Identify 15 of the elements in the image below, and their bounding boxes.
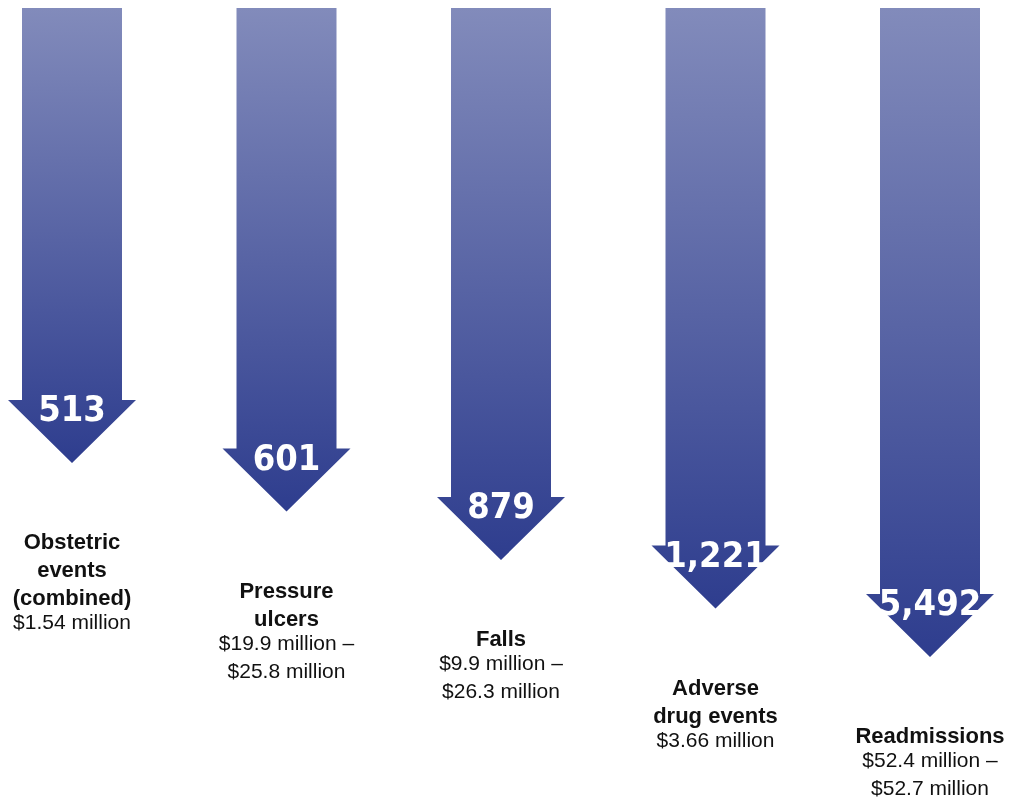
text: $3.66 million <box>656 727 775 751</box>
data-label: 601 <box>252 436 321 478</box>
data-label: 5,492 <box>878 582 982 624</box>
category-label: Obstetric events (combined) <box>12 529 132 610</box>
text: $1.54 million <box>13 610 131 633</box>
category-label: Falls <box>475 626 527 651</box>
data-label: 513 <box>38 388 106 430</box>
category-label: Readmissions <box>855 723 1005 748</box>
category-label: Pressure ulcers <box>239 577 334 631</box>
data-label: 1,221 <box>664 533 767 575</box>
category-label: Adverse drug events <box>653 674 778 728</box>
data-label: 879 <box>467 485 535 527</box>
text: $52.4 million – $52.7 million <box>862 748 999 799</box>
text: $9.9 million – $26.3 million <box>439 651 564 702</box>
text: $19.9 million – $25.8 million <box>218 630 355 682</box>
